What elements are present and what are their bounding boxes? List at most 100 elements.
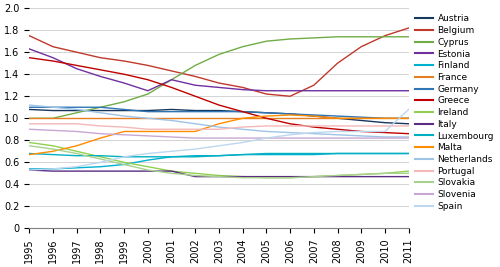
Cyprus [406, 35, 411, 38]
Slovenia [145, 134, 151, 138]
Slovakia [145, 168, 151, 172]
Portugal [287, 124, 293, 128]
Netherlands [358, 134, 364, 138]
Italy [74, 170, 80, 173]
Cyprus [264, 40, 270, 43]
Ireland [358, 173, 364, 176]
Germany [98, 106, 103, 109]
Finland [26, 167, 32, 171]
Slovakia [192, 174, 198, 177]
Malta [74, 144, 80, 147]
Ireland [406, 170, 411, 173]
France [121, 117, 127, 120]
Slovenia [240, 136, 246, 140]
Belgium [26, 34, 32, 37]
Germany [264, 111, 270, 114]
Netherlands [121, 115, 127, 118]
Ireland [192, 172, 198, 175]
Netherlands [168, 119, 174, 122]
Austria [311, 115, 317, 118]
Greece [216, 103, 222, 107]
Belgium [264, 92, 270, 96]
Spain [358, 130, 364, 133]
Luxembourg [311, 152, 317, 155]
Finland [334, 152, 340, 155]
Estonia [50, 56, 56, 59]
Spain [311, 131, 317, 134]
Portugal [192, 128, 198, 131]
Cyprus [26, 117, 32, 120]
Estonia [145, 89, 151, 92]
Italy [287, 175, 293, 178]
Slovakia [287, 176, 293, 179]
Cyprus [216, 53, 222, 56]
Luxembourg [168, 155, 174, 158]
Austria [334, 117, 340, 120]
Belgium [406, 26, 411, 30]
Estonia [98, 75, 103, 78]
Line: Greece: Greece [30, 58, 408, 134]
Slovenia [287, 136, 293, 140]
Spain [145, 152, 151, 155]
Germany [382, 117, 388, 120]
Luxembourg [358, 152, 364, 155]
Austria [358, 119, 364, 122]
Italy [145, 170, 151, 173]
Luxembourg [98, 154, 103, 157]
Portugal [74, 122, 80, 125]
Slovenia [358, 136, 364, 140]
Spain [216, 144, 222, 147]
Italy [311, 175, 317, 178]
Netherlands [26, 103, 32, 107]
Spain [264, 136, 270, 140]
Netherlands [264, 130, 270, 133]
Line: Slovenia: Slovenia [30, 129, 408, 138]
Malta [334, 117, 340, 120]
Line: Netherlands: Netherlands [30, 105, 408, 137]
Slovakia [264, 176, 270, 179]
France [311, 117, 317, 120]
Portugal [50, 122, 56, 125]
Line: Portugal: Portugal [30, 124, 408, 129]
France [264, 117, 270, 120]
Estonia [311, 89, 317, 92]
Italy [121, 170, 127, 173]
Line: Cyprus: Cyprus [30, 37, 408, 118]
Austria [168, 108, 174, 111]
Slovakia [168, 172, 174, 175]
Luxembourg [216, 154, 222, 157]
Finland [121, 163, 127, 166]
Slovakia [406, 172, 411, 175]
Greece [192, 95, 198, 98]
Finland [145, 159, 151, 162]
Netherlands [287, 131, 293, 134]
Austria [240, 110, 246, 113]
Luxembourg [240, 153, 246, 156]
Cyprus [334, 35, 340, 38]
Malta [145, 130, 151, 133]
Belgium [240, 86, 246, 89]
Italy [358, 175, 364, 178]
Italy [240, 175, 246, 178]
France [192, 117, 198, 120]
Austria [216, 109, 222, 112]
Portugal [240, 125, 246, 129]
Line: Finland: Finland [30, 154, 408, 169]
Luxembourg [26, 152, 32, 155]
Netherlands [216, 125, 222, 129]
Germany [145, 110, 151, 113]
Legend: Austria, Belgium, Cyprus, Estonia, Finland, France, Germany, Greece, Ireland, It: Austria, Belgium, Cyprus, Estonia, Finla… [413, 13, 496, 213]
Finland [406, 152, 411, 155]
Estonia [168, 78, 174, 81]
France [98, 117, 103, 120]
Estonia [74, 67, 80, 70]
Germany [240, 110, 246, 113]
Greece [50, 60, 56, 63]
Cyprus [287, 37, 293, 41]
Austria [26, 108, 32, 111]
Belgium [98, 56, 103, 59]
Slovenia [264, 136, 270, 140]
Finland [240, 153, 246, 156]
Ireland [98, 155, 103, 158]
Austria [121, 109, 127, 112]
